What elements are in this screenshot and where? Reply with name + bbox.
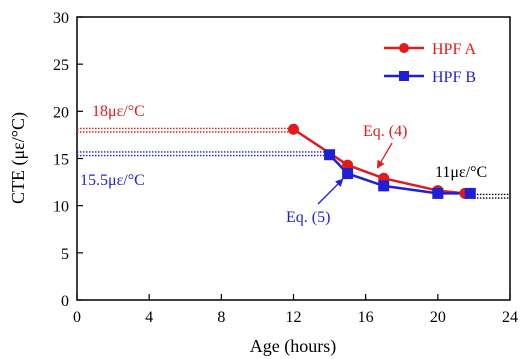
y-tick-label: 15 [53, 152, 69, 169]
x-tick-label: 0 [73, 309, 81, 326]
data-point [342, 159, 354, 171]
y-tick-label: 0 [61, 293, 69, 310]
y-axis-ticks: 0 5 10 15 20 25 30 [53, 10, 83, 310]
series-markers [288, 123, 476, 199]
plot-frame [76, 16, 511, 301]
ref-label-11: 11με/°C [435, 164, 487, 181]
y-tick-label: 20 [53, 104, 69, 121]
x-tick-label: 24 [502, 309, 518, 326]
data-point [378, 180, 390, 192]
ref-label-15-5: 15.5με/°C [80, 172, 145, 189]
data-point [342, 168, 354, 180]
ref-label-18: 18με/°C [92, 103, 145, 120]
annotation-arrow-eq-5 [317, 178, 344, 205]
x-tick-label: 16 [358, 309, 374, 326]
x-tick-label: 20 [430, 309, 446, 326]
legend-marker-hpf-b [399, 71, 409, 81]
x-tick-label: 12 [286, 309, 302, 326]
data-point [432, 187, 444, 199]
legend-label-hpf-b: HPF B [432, 69, 476, 86]
y-tick-label: 30 [53, 10, 69, 27]
annotation-eq-4: Eq. (4) [363, 123, 407, 140]
legend-marker-hpf-a [399, 43, 409, 53]
reference-lines [77, 127, 510, 199]
x-axis-ticks: 0 4 8 12 16 20 24 [73, 294, 518, 326]
x-tick-label: 8 [217, 309, 225, 326]
legend-label-hpf-a: HPF A [432, 41, 476, 58]
annotation-arrow-eq-4 [376, 142, 393, 169]
x-tick-label: 4 [145, 309, 153, 326]
data-point [464, 187, 476, 199]
y-tick-label: 25 [53, 57, 69, 74]
annotation-eq-5: Eq. (5) [286, 209, 330, 226]
y-tick-label: 10 [53, 199, 69, 216]
data-point [324, 149, 336, 161]
y-axis-label: CTE (με/°C) [8, 112, 29, 204]
data-point [288, 123, 299, 135]
y-tick-label: 5 [61, 246, 69, 263]
x-axis-label: Age (hours) [250, 336, 336, 357]
legend: HPF A HPF B [384, 41, 476, 86]
